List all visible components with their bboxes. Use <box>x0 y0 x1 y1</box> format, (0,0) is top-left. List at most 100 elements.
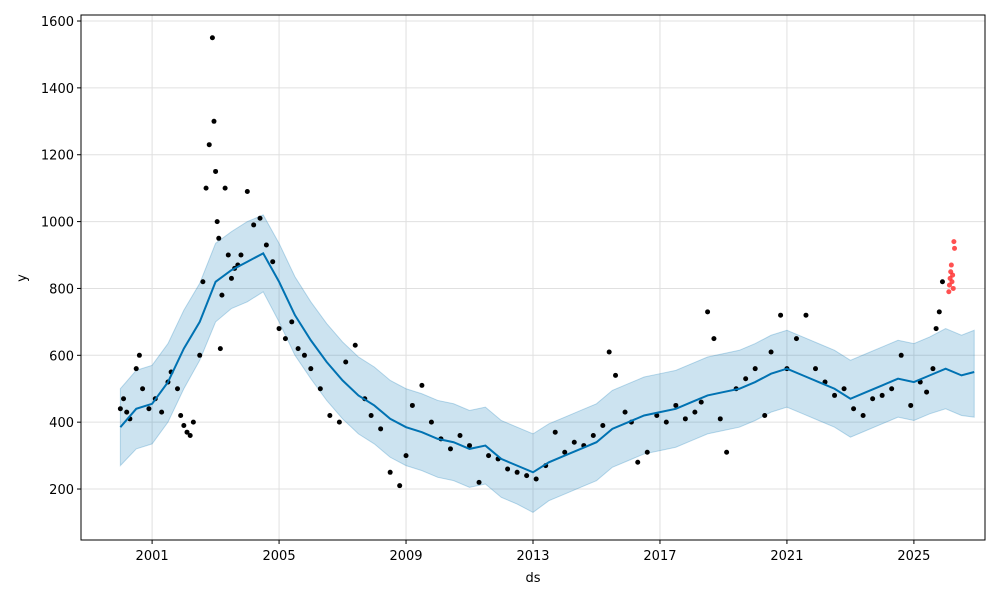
observed-point <box>222 185 228 191</box>
observed-point <box>524 473 530 479</box>
observed-point <box>762 412 768 418</box>
observed-point <box>705 309 711 315</box>
recent-point <box>951 239 957 245</box>
observed-point <box>263 242 269 248</box>
observed-point <box>403 453 409 459</box>
recent-point <box>949 279 955 285</box>
observed-point <box>644 449 650 455</box>
observed-point <box>752 366 758 372</box>
observed-point <box>514 469 520 475</box>
observed-point <box>622 409 628 415</box>
observed-point <box>879 392 885 398</box>
observed-point <box>203 185 209 191</box>
observed-point <box>217 346 223 352</box>
observed-point <box>276 326 282 332</box>
observed-point <box>778 312 784 318</box>
observed-point <box>724 449 730 455</box>
observed-point <box>692 409 698 415</box>
observed-point <box>768 349 774 355</box>
x-tick-label: 2017 <box>643 549 676 564</box>
observed-point <box>368 412 374 418</box>
observed-point <box>476 479 482 485</box>
observed-point <box>133 366 139 372</box>
observed-point <box>533 476 539 482</box>
observed-point <box>308 366 314 372</box>
observed-point <box>505 466 511 472</box>
observed-point <box>184 429 190 435</box>
observed-point <box>225 252 231 258</box>
observed-point <box>851 406 857 412</box>
observed-point <box>457 433 463 439</box>
observed-point <box>352 342 358 348</box>
x-tick-label: 2009 <box>389 549 422 564</box>
observed-point <box>841 386 847 392</box>
y-tick-label: 1000 <box>41 216 74 231</box>
observed-point <box>244 189 250 195</box>
observed-point <box>663 419 669 425</box>
observed-point <box>600 423 606 429</box>
observed-point <box>419 382 425 388</box>
plot-frame <box>80 14 986 541</box>
observed-point <box>939 279 945 285</box>
observed-point <box>936 309 942 315</box>
forecast-line <box>119 252 975 474</box>
observed-point <box>187 433 193 439</box>
observed-point <box>590 433 596 439</box>
y-tick-label: 1200 <box>41 149 74 164</box>
observed-point <box>698 399 704 405</box>
y-tick-label: 200 <box>49 483 74 498</box>
observed-point <box>711 336 717 342</box>
observed-point <box>301 352 307 358</box>
observed-point <box>317 386 323 392</box>
observed-point <box>486 453 492 459</box>
observed-point <box>930 366 936 372</box>
observed-point <box>889 386 895 392</box>
observed-point <box>654 412 660 418</box>
observed-point <box>378 426 384 432</box>
observed-point <box>552 429 558 435</box>
observed-point <box>898 352 904 358</box>
observed-point <box>717 416 723 422</box>
observed-point <box>228 275 234 281</box>
x-tick-label: 2001 <box>136 549 169 564</box>
recent-point <box>946 289 952 295</box>
observed-point <box>447 446 453 452</box>
observed-point <box>211 118 217 124</box>
observed-point <box>606 349 612 355</box>
observed-point <box>613 372 619 378</box>
observed-point <box>397 483 403 489</box>
observed-point <box>860 412 866 418</box>
observed-point <box>257 215 263 221</box>
observed-point <box>209 35 215 41</box>
observed-point <box>908 402 914 408</box>
observed-point <box>121 396 127 402</box>
uncertainty-band <box>119 214 975 514</box>
y-axis-label: y <box>15 274 30 282</box>
observed-point <box>178 412 184 418</box>
x-axis-label: ds <box>525 571 540 586</box>
x-tick-label: 2021 <box>770 549 803 564</box>
observed-point <box>159 409 165 415</box>
observed-point <box>793 336 799 342</box>
observed-point <box>295 346 301 352</box>
observed-point <box>216 235 222 241</box>
observed-point <box>870 396 876 402</box>
observed-point <box>327 412 333 418</box>
observed-point <box>832 392 838 398</box>
observed-point <box>200 279 206 285</box>
observed-point <box>270 259 276 265</box>
y-tick-label: 1600 <box>41 15 74 30</box>
y-tick-label: 800 <box>49 282 74 297</box>
observed-point <box>219 292 225 298</box>
observed-point <box>214 219 220 225</box>
x-tick-label: 2025 <box>897 549 930 564</box>
observed-point <box>197 352 203 358</box>
grid <box>81 15 985 540</box>
observed-point <box>409 402 415 408</box>
y-tick-label: 1400 <box>41 82 74 97</box>
observed-point <box>117 406 123 412</box>
observed-point <box>282 336 288 342</box>
observed-point <box>124 409 130 415</box>
recent-point <box>952 245 958 251</box>
